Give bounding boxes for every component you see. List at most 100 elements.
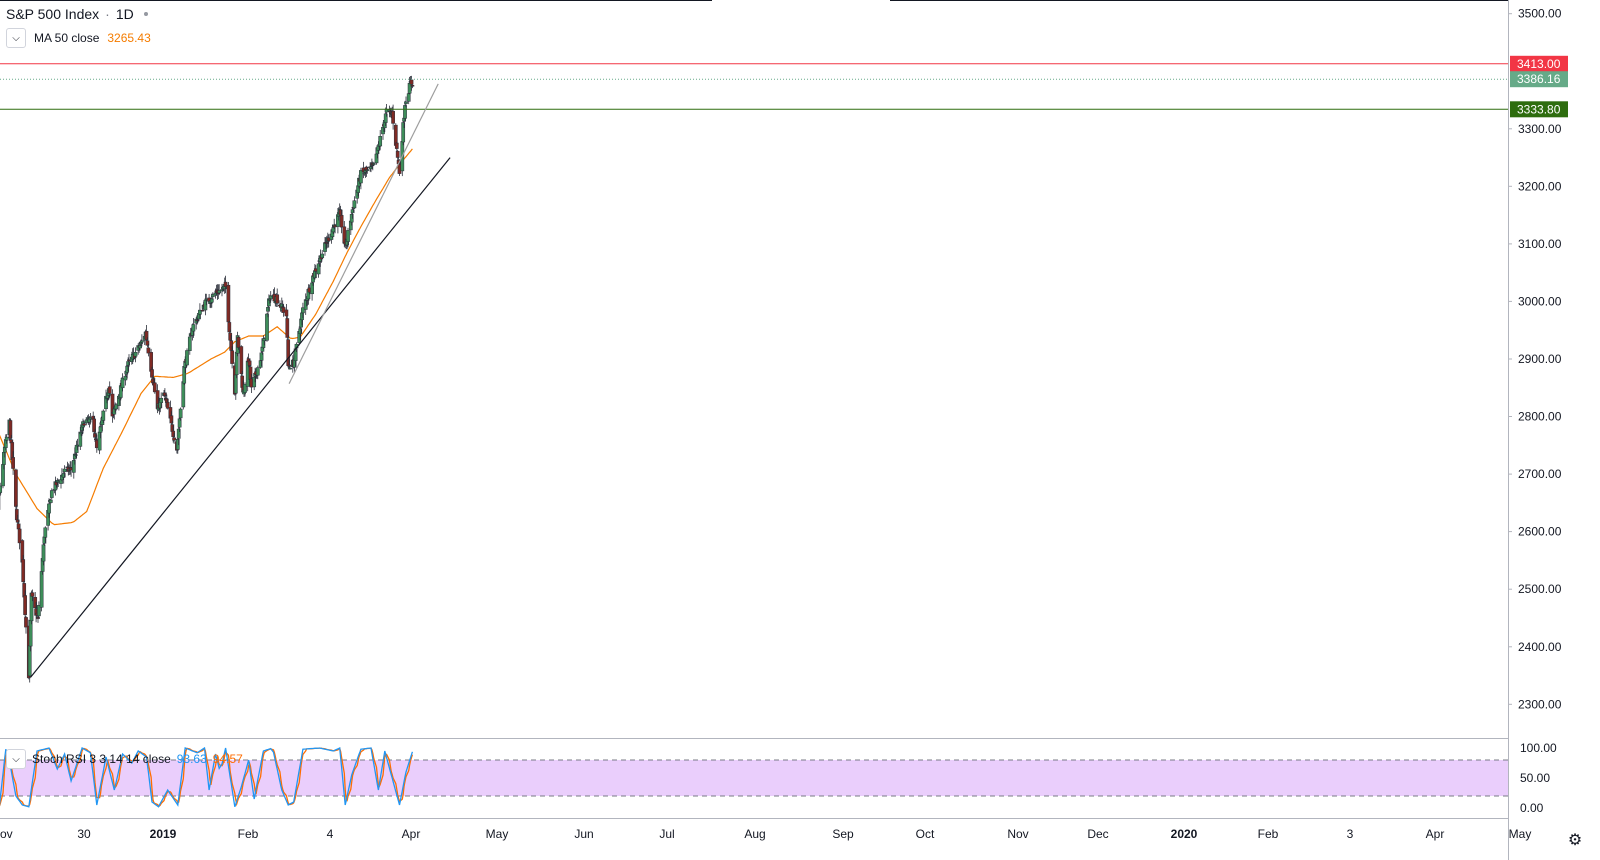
- axes: 2300.00 2400.00 2500.00 2600.00 2700.00 2800.…: [0, 7, 1568, 841]
- candle-body: [30, 592, 35, 597]
- candle-body: [159, 397, 164, 403]
- candle-body: [39, 571, 44, 608]
- price-tick-label: 2400.00: [1518, 640, 1562, 654]
- candle: [61, 470, 66, 484]
- candle: [198, 303, 202, 319]
- candle-body: [177, 418, 182, 428]
- candle-body: [8, 420, 13, 439]
- candle: [37, 601, 41, 619]
- candle: [178, 407, 183, 421]
- candle-body: [21, 559, 26, 583]
- time-tick-label: Apr: [1426, 827, 1445, 841]
- candle-body: [181, 381, 186, 408]
- candle: [401, 120, 406, 146]
- candle: [17, 527, 22, 550]
- time-tick-label: Nov: [1007, 827, 1028, 841]
- candle-body: [378, 136, 383, 147]
- price-tick-label: 2700.00: [1518, 467, 1562, 481]
- chevron-down-icon[interactable]: ⌵: [6, 28, 26, 48]
- candle-body: [407, 82, 412, 94]
- rsi-label[interactable]: Stoch RSI 3 3 14 14 close: [32, 752, 171, 766]
- candle-body: [71, 460, 76, 473]
- candle-body: [268, 295, 273, 299]
- candle-body: [187, 336, 192, 351]
- candle-body: [140, 340, 144, 343]
- candle-body: [126, 361, 130, 366]
- price-tick-label: 2300.00: [1518, 697, 1562, 711]
- candle-body: [11, 457, 15, 469]
- symbol-header: S&P 500 Index · 1D: [6, 6, 151, 22]
- candle-body: [49, 490, 54, 498]
- candle-body: [14, 469, 18, 507]
- candle-body: [198, 309, 202, 315]
- candle-body: [4, 436, 9, 441]
- candle: [82, 420, 86, 427]
- candle-body: [178, 408, 183, 419]
- candle-body: [226, 284, 231, 323]
- candle: [371, 162, 376, 166]
- rsi-tick-label: 0.00: [1520, 801, 1544, 815]
- candle: [21, 555, 26, 587]
- time-tick-label: 30: [77, 827, 91, 841]
- trend-line: [30, 157, 451, 678]
- candle-body: [110, 393, 115, 417]
- candle: [125, 363, 130, 379]
- candle-body: [258, 360, 263, 368]
- candle-body: [33, 597, 38, 608]
- candle-body: [101, 410, 106, 421]
- price-tag-label: 3386.16: [1517, 72, 1561, 86]
- rsi-tick-label: 50.00: [1520, 771, 1550, 785]
- candle-body: [310, 282, 314, 295]
- stoch-rsi-pane[interactable]: [0, 746, 1508, 808]
- candle-body: [401, 122, 406, 143]
- candle: [140, 334, 144, 347]
- candle: [223, 275, 228, 294]
- candle-body: [403, 105, 407, 119]
- candle: [310, 279, 314, 301]
- price-pane[interactable]: [0, 63, 1508, 683]
- price-tick-label: 3200.00: [1518, 179, 1562, 193]
- candle: [152, 377, 157, 394]
- gear-icon[interactable]: ⚙: [1567, 832, 1583, 849]
- candle-body: [82, 423, 86, 426]
- ma-label[interactable]: MA 50 close: [34, 31, 100, 45]
- candle: [378, 130, 383, 150]
- candle: [404, 96, 408, 108]
- time-tick-label: Feb: [238, 827, 259, 841]
- candle: [365, 166, 370, 174]
- candle-body: [409, 79, 414, 85]
- candle: [150, 366, 154, 381]
- candle-body: [138, 345, 142, 349]
- candle-body: [275, 294, 280, 304]
- candle-body: [48, 499, 53, 503]
- symbol-title[interactable]: S&P 500 Index: [6, 6, 100, 22]
- time-tick-label: 3: [1347, 827, 1354, 841]
- status-dot-icon: [143, 12, 148, 16]
- title-separator: ·: [105, 6, 110, 22]
- interval-label[interactable]: 1D: [115, 6, 134, 22]
- candle: [320, 250, 325, 259]
- price-tick-label: 3300.00: [1518, 122, 1562, 136]
- price-tag-bg: [1510, 55, 1568, 72]
- candle: [410, 84, 415, 89]
- candle: [233, 372, 238, 400]
- chevron-down-icon[interactable]: ⌵: [6, 749, 26, 769]
- price-tick-label: 2600.00: [1518, 525, 1562, 539]
- candle-body: [133, 351, 138, 357]
- candle: [145, 337, 150, 348]
- candle-body: [227, 322, 232, 333]
- candle-body: [43, 527, 48, 538]
- candle: [159, 392, 164, 408]
- candle-body: [171, 430, 176, 437]
- price-tick-label: 2500.00: [1518, 582, 1562, 596]
- candle: [23, 590, 27, 620]
- candle-body: [37, 605, 41, 617]
- candle: [339, 209, 344, 234]
- time-tick-label: Apr: [402, 827, 421, 841]
- candle-body: [394, 142, 399, 149]
- candle-body: [191, 324, 196, 332]
- candle: [14, 468, 18, 510]
- candle-body: [404, 101, 408, 104]
- ma-value: 3265.43: [107, 31, 151, 45]
